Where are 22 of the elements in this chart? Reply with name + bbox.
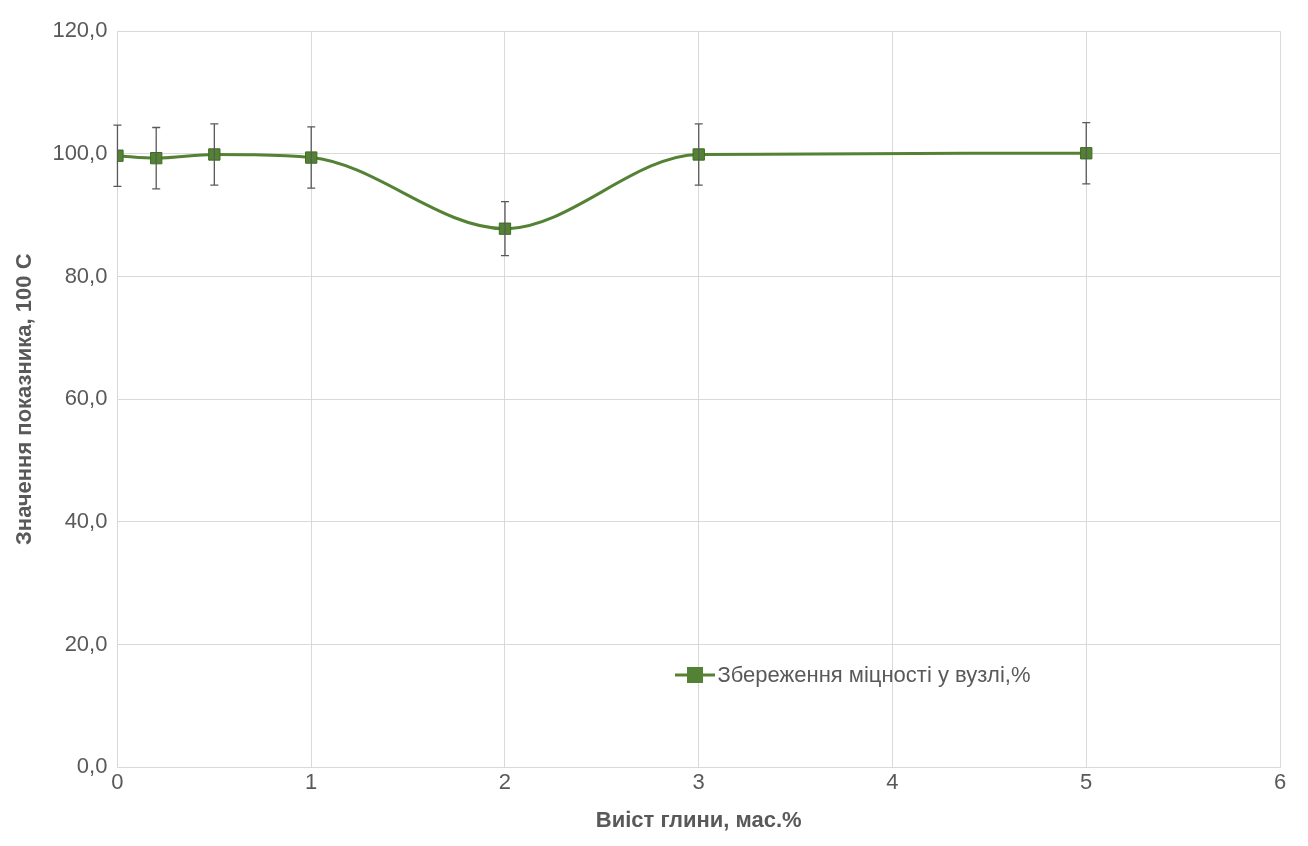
x-tick-label: 2: [498, 769, 512, 795]
point: [150, 152, 163, 165]
x-tick-label: 6: [1273, 769, 1287, 795]
x-tick-label: 1: [305, 769, 318, 795]
point: [692, 148, 705, 161]
x-tick-label: 4: [886, 769, 899, 795]
point: [305, 151, 318, 164]
y-tick-label: 20,0: [64, 630, 108, 656]
y-tick-label: 100,0: [52, 139, 108, 165]
y-tick-label: 40,0: [64, 507, 108, 533]
x-tick-label: 3: [692, 769, 705, 795]
y-axis-title: Значення показника, 100 С: [11, 253, 37, 545]
y-tick-label: 60,0: [64, 385, 108, 411]
y-tick-label: 0,0: [76, 753, 108, 779]
point: [208, 148, 221, 161]
x-tick-label: 5: [1080, 769, 1093, 795]
point: [1080, 147, 1093, 160]
x-axis-title: Виіст глини, мас.%: [595, 806, 802, 832]
legend-label: Збереження міцності у вузлі,%: [717, 662, 1031, 689]
x-tick-label: 0: [111, 769, 124, 795]
y-tick-label: 120,0: [52, 17, 108, 43]
y-tick-label: 80,0: [64, 262, 108, 288]
